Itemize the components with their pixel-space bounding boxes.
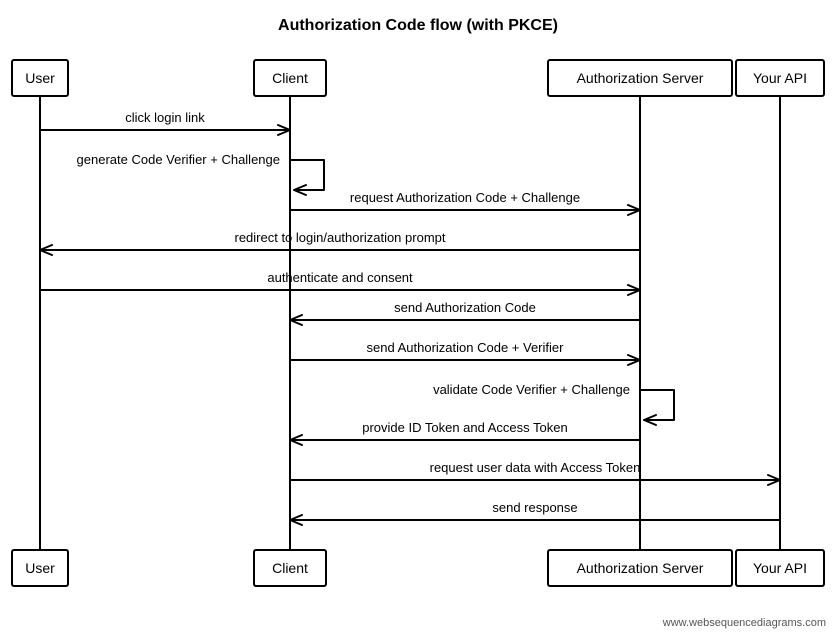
message-label: send Authorization Code (394, 300, 536, 315)
self-message (290, 160, 324, 190)
actor-label: Your API (753, 70, 807, 86)
message-label: provide ID Token and Access Token (362, 420, 567, 435)
self-message (640, 390, 674, 420)
actor-label: Authorization Server (577, 70, 704, 86)
actor-label: Authorization Server (577, 560, 704, 576)
actor-label: User (25, 560, 55, 576)
message-label: generate Code Verifier + Challenge (77, 152, 280, 167)
message-label: authenticate and consent (267, 270, 413, 285)
diagram-title: Authorization Code flow (with PKCE) (278, 17, 558, 34)
message-label: validate Code Verifier + Challenge (433, 382, 630, 397)
footer-credit: www.websequencediagrams.com (662, 617, 826, 629)
message-label: request user data with Access Token (430, 460, 641, 475)
actor-label: Client (272, 70, 308, 86)
actor-label: Your API (753, 560, 807, 576)
message-label: click login link (125, 110, 205, 125)
sequence-diagram: Authorization Code flow (with PKCE) www.… (0, 0, 837, 635)
message-label: send response (492, 500, 577, 515)
message-label: request Authorization Code + Challenge (350, 190, 580, 205)
actor-label: Client (272, 560, 308, 576)
actor-label: User (25, 70, 55, 86)
message-label: send Authorization Code + Verifier (367, 340, 565, 355)
message-label: redirect to login/authorization prompt (234, 230, 445, 245)
